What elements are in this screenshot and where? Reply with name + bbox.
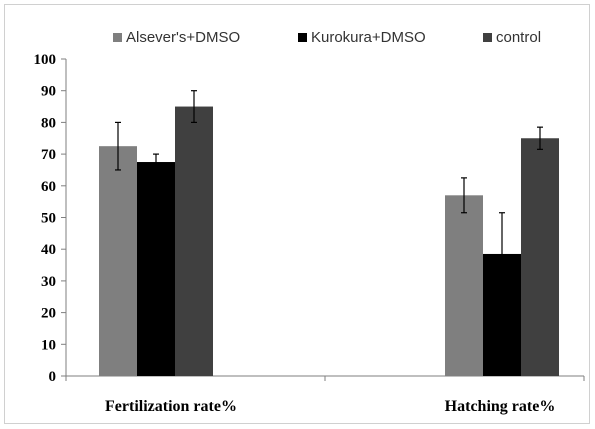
bar: [175, 106, 213, 377]
legend: Alsever's+DMSO Kurokura+DMSO control: [113, 29, 541, 46]
x-axis: Fertilization rate% Hatching rate%: [65, 375, 585, 415]
x-category-label: Fertilization rate%: [105, 398, 237, 415]
legend-swatch: [113, 33, 122, 42]
y-tick-label: 60: [41, 179, 56, 195]
legend-swatch: [483, 33, 492, 42]
bar: [445, 195, 483, 376]
legend-label: Kurokura+DMSO: [311, 29, 426, 46]
bars: [99, 90, 559, 377]
y-tick-label: 50: [41, 211, 56, 227]
y-axis: 0 10 20 30 40 50 60 70 80 90 100: [34, 52, 67, 385]
bar: [99, 146, 137, 376]
legend-item: Alsever's+DMSO: [113, 29, 240, 46]
error-bar: [537, 126, 543, 150]
legend-label: Alsever's+DMSO: [126, 29, 240, 46]
y-tick-label: 90: [41, 84, 56, 100]
error-bar: [153, 153, 159, 171]
y-tick-label: 40: [41, 242, 56, 258]
legend-swatch: [298, 33, 307, 42]
error-bar: [499, 212, 505, 296]
y-tick-label: 20: [41, 306, 56, 322]
y-tick-label: 0: [49, 369, 57, 385]
error-bar: [115, 121, 121, 171]
y-tick-label: 30: [41, 274, 56, 290]
y-tick-label: 10: [41, 337, 56, 353]
legend-item: Kurokura+DMSO: [298, 29, 426, 46]
legend-item: control: [483, 29, 541, 46]
y-tick-label: 80: [41, 115, 56, 131]
y-tick-label: 100: [34, 52, 57, 68]
error-bar: [191, 90, 197, 124]
legend-label: control: [496, 29, 541, 46]
bar: [137, 162, 175, 376]
error-bar: [461, 177, 467, 214]
x-category-label: Hatching rate%: [445, 398, 556, 415]
bar: [521, 138, 559, 376]
y-tick-label: 70: [41, 147, 56, 163]
